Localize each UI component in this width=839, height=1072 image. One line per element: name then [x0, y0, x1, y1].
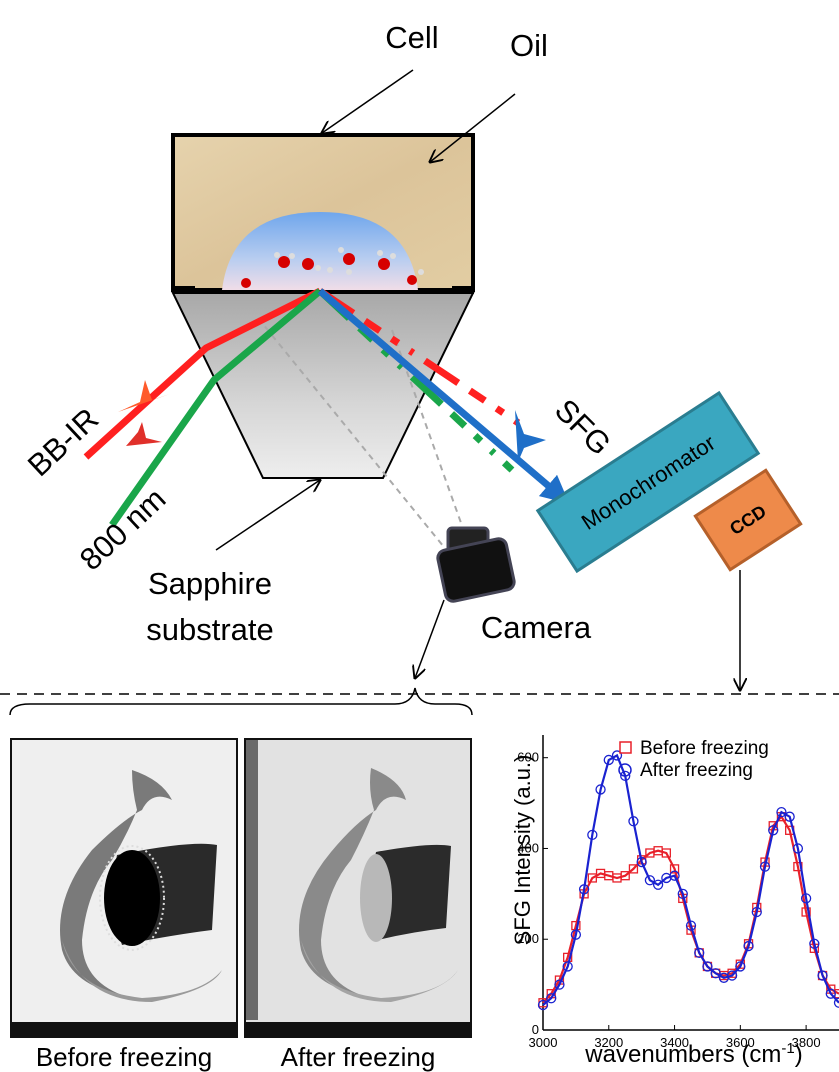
bb-ir-pulse [118, 380, 170, 412]
bb-ir-label: BB-IR [21, 401, 105, 483]
data-point-after [603, 754, 614, 766]
data-point-after [784, 811, 795, 822]
data-point-after [611, 750, 623, 761]
data-point-after [817, 970, 828, 981]
data-point-after [694, 947, 705, 958]
data-point-after [587, 829, 598, 840]
data-point-after [644, 875, 656, 886]
chart-axes: 3000 3200 3400 3600 3800 0 200 400 600 [517, 735, 839, 1050]
data-point-after [554, 979, 565, 990]
y-tick-label: 200 [517, 931, 539, 946]
photo-after-freezing [244, 738, 472, 1038]
camera-label: Camera [481, 610, 592, 645]
data-point-after [735, 961, 746, 972]
x-axis-label: wavenumbers (cm-1) [584, 1040, 802, 1068]
sfg-label: SFG [548, 392, 618, 462]
x-tick-label: 3000 [529, 1035, 558, 1050]
nm800-label: 800 nm [73, 481, 172, 577]
series-line-after [542, 753, 839, 1006]
sapphire-label: Sapphire [148, 566, 272, 601]
data-point-after [792, 843, 804, 854]
photo-before-caption: Before freezing [36, 1042, 212, 1072]
x-tick-label: 3800 [792, 1035, 821, 1050]
y-tick-label: 400 [517, 840, 539, 855]
photo-before-freezing [10, 738, 238, 1038]
oil-label: Oil [510, 28, 548, 63]
data-point-after [726, 970, 738, 981]
data-point-after [570, 929, 582, 940]
legend-before-marker [619, 741, 632, 754]
y-axis-label: SFG Intensity (a.u.) [510, 755, 535, 946]
data-point-after [537, 999, 549, 1011]
data-point-after [743, 940, 754, 952]
cell-label: Cell [385, 20, 438, 55]
legend-after-marker [618, 763, 632, 777]
x-tick-label: 3400 [660, 1035, 689, 1050]
x-tick-label: 3600 [726, 1035, 755, 1050]
data-point-after [833, 997, 839, 1008]
bb-ir-beam [83, 287, 322, 460]
camera-icon [436, 526, 516, 603]
data-point-after [776, 807, 787, 818]
sfg-spectrum-chart: 3000 3200 3400 3600 3800 0 200 400 600 SFG Inten… [510, 735, 839, 1068]
data-point-after [628, 816, 639, 827]
legend-before-label: Before freezing [640, 738, 769, 759]
substrate-label: substrate [146, 612, 274, 647]
data-point-after [751, 906, 762, 918]
photo-after-caption: After freezing [281, 1042, 436, 1072]
data-point-after [595, 784, 606, 795]
data-point-before [620, 871, 630, 881]
sfg-beam [317, 288, 570, 504]
data-point-before [669, 864, 680, 874]
y-tick-label: 0 [532, 1022, 539, 1037]
water-droplet [222, 212, 418, 290]
chart-marks [537, 750, 839, 1011]
data-point-after [768, 825, 779, 836]
data-point-after [702, 961, 713, 972]
data-point-after [809, 938, 820, 949]
data-point-after [546, 993, 557, 1004]
x-tick-label: 3200 [594, 1035, 623, 1050]
legend-after-label: After freezing [640, 760, 753, 781]
data-point-after [578, 884, 590, 895]
data-point-before [661, 848, 671, 858]
data-point-after [710, 968, 721, 979]
photo-brace [9, 687, 473, 716]
data-point-after [825, 988, 836, 999]
data-point-after [677, 888, 688, 899]
water-molecules [241, 247, 424, 288]
chart-legend: Before freezing After freezing [618, 738, 769, 781]
y-tick-label: 600 [517, 750, 539, 765]
data-point-before [801, 907, 811, 917]
data-point-before [628, 864, 639, 874]
data-point-after [759, 861, 771, 872]
ccd: CCD [693, 468, 803, 572]
data-point-after [652, 879, 664, 890]
data-point-after [685, 920, 697, 931]
nm800-pulse [126, 422, 162, 446]
data-point-after [562, 961, 573, 972]
data-point-after [636, 856, 647, 868]
nm800-beam [109, 288, 323, 528]
data-point-after [620, 770, 631, 781]
sfg-pulse [515, 410, 546, 462]
data-point-after [800, 893, 812, 904]
data-point-after [669, 870, 680, 881]
